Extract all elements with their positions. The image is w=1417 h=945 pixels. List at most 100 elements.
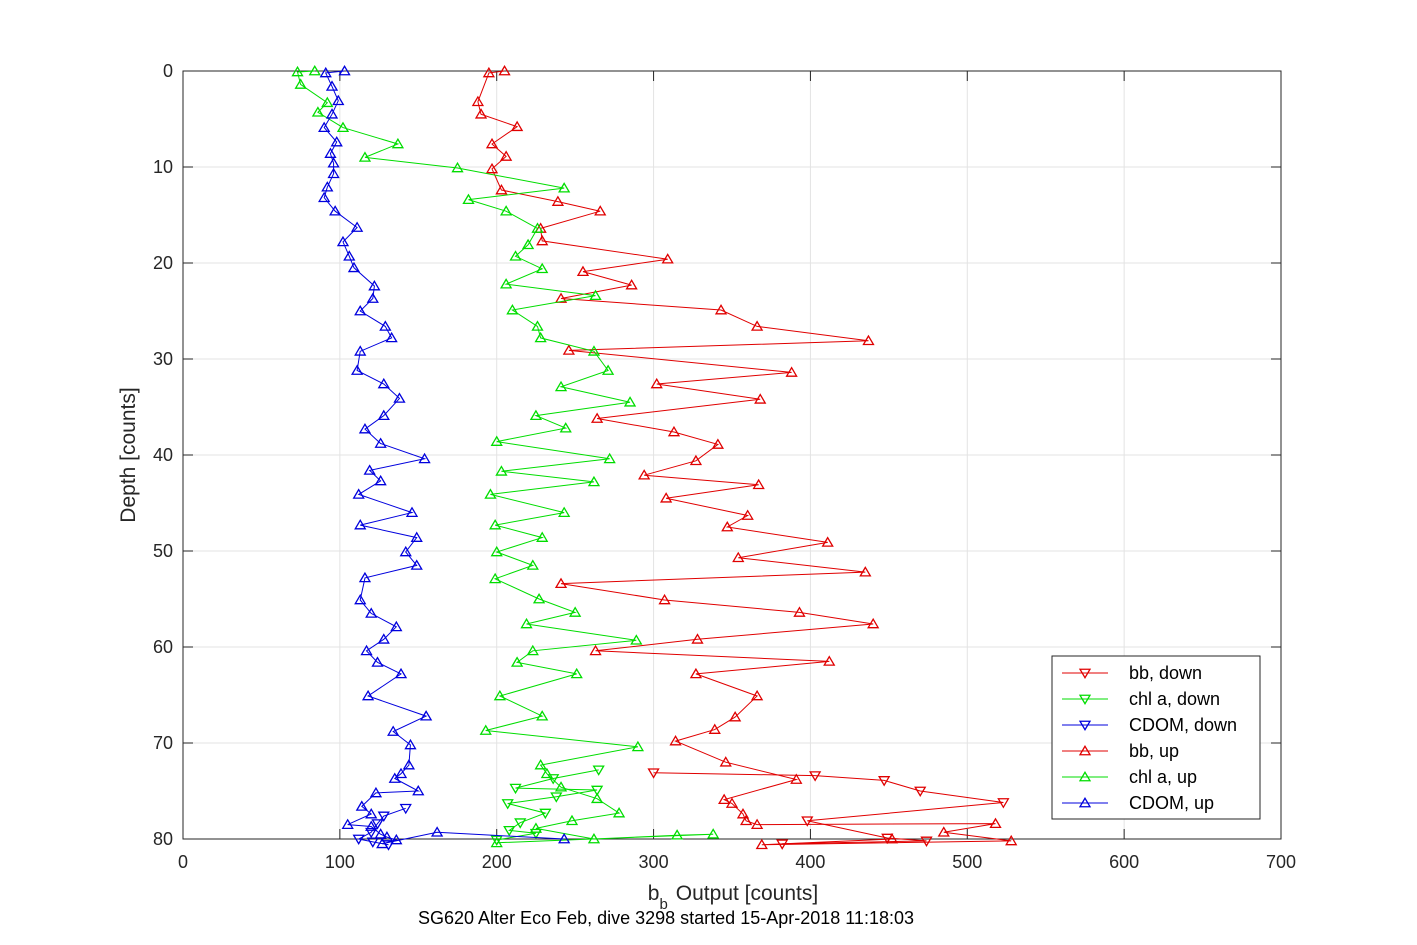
- data-point-cdom-up: [374, 437, 387, 448]
- data-point-cdom-up: [327, 157, 340, 168]
- data-point-cdom-up: [368, 280, 381, 291]
- data-point-bb-up: [862, 334, 875, 346]
- data-point-chl-a-up: [321, 96, 334, 108]
- data-point-cdom-down: [377, 811, 390, 822]
- data-point-chl-a-up: [631, 740, 645, 752]
- data-point-cdom-up: [399, 545, 412, 557]
- legend-label: CDOM, up: [1129, 793, 1214, 813]
- data-point-chl-a-up: [391, 137, 405, 149]
- data-point-bb-up: [536, 234, 549, 246]
- legend-swatch-marker: [1078, 744, 1092, 756]
- data-point-bb-up: [750, 689, 764, 701]
- data-point-chl-a-down: [590, 785, 604, 797]
- data-point-chl-a-down: [503, 825, 516, 837]
- data-point-chl-a-up: [521, 238, 535, 250]
- data-point-cdom-up: [352, 488, 365, 499]
- data-point-chl-a-up: [484, 488, 497, 499]
- data-point-bb-up: [754, 393, 767, 404]
- data-point-chl-a-up: [506, 304, 519, 315]
- data-point-chl-a-up: [510, 656, 524, 667]
- data-point-cdom-up: [402, 759, 416, 770]
- legend-swatch-marker: [1078, 668, 1092, 680]
- data-point-cdom-up: [376, 837, 389, 849]
- data-point-bb-up: [821, 536, 834, 547]
- data-point-chl-a-up: [308, 64, 321, 76]
- data-point-bb-up: [594, 205, 607, 216]
- data-point-bb-up: [590, 412, 604, 423]
- data-point-cdom-up: [336, 235, 350, 247]
- data-point-cdom-up: [388, 772, 401, 783]
- data-point-cdom-up: [354, 593, 367, 605]
- data-point-bb-up: [658, 593, 671, 605]
- x-tick-label: 400: [795, 852, 825, 872]
- data-point-chl-a-up: [554, 380, 568, 392]
- data-point-chl-a-up: [358, 151, 372, 162]
- data-point-cdom-up: [318, 191, 331, 203]
- data-point-chl-a-up: [603, 452, 616, 464]
- data-point-bb-up: [785, 366, 798, 377]
- data-point-cdom-up: [394, 767, 408, 779]
- data-point-bb-up: [661, 253, 674, 264]
- x-tick-label: 500: [952, 852, 982, 872]
- data-point-chl-a-up: [509, 250, 522, 261]
- data-point-chl-a-down: [514, 818, 527, 829]
- y-axis-label: Depth [counts]: [117, 387, 140, 522]
- data-point-chl-a-up: [534, 331, 547, 343]
- legend-label: CDOM, down: [1129, 715, 1237, 735]
- data-point-chl-a-up: [532, 592, 546, 604]
- x-axis-label-main: b: [648, 882, 660, 905]
- data-point-chl-a-up: [493, 689, 506, 701]
- data-point-bb-up: [510, 120, 524, 132]
- data-point-bb-up: [669, 735, 682, 746]
- data-point-bb-up: [721, 520, 734, 532]
- data-point-cdom-down: [371, 819, 384, 830]
- data-point-chl-a-up: [529, 409, 543, 421]
- data-point-bb-down: [920, 836, 933, 847]
- data-point-chl-a-up: [529, 822, 543, 833]
- data-point-bb-up: [790, 773, 803, 784]
- x-tick-label: 700: [1266, 852, 1296, 872]
- data-point-bb-up: [1005, 834, 1018, 846]
- data-point-chl-a-up: [531, 320, 544, 331]
- data-point-cdom-up: [410, 531, 423, 542]
- data-point-bb-up: [485, 162, 499, 174]
- data-point-bb-up: [689, 454, 703, 466]
- data-point-cdom-up: [374, 828, 387, 839]
- series-line-chl-a-down: [496, 769, 599, 841]
- series-bb-down: [647, 768, 1010, 850]
- data-point-chl-a-up: [520, 617, 533, 629]
- data-point-cdom-up: [332, 94, 345, 106]
- data-point-cdom-up: [318, 121, 331, 133]
- legend-box: [1051, 655, 1261, 820]
- data-point-cdom-up: [418, 452, 431, 464]
- series-cdom-up: [318, 64, 571, 849]
- data-point-bb-up: [691, 633, 704, 644]
- data-point-chl-a-up: [291, 65, 304, 77]
- data-point-bb-up: [793, 606, 806, 617]
- data-point-bb-up: [736, 808, 750, 819]
- data-point-cdom-up: [350, 221, 364, 232]
- data-point-cdom-up: [390, 833, 403, 845]
- data-point-bb-up: [755, 838, 768, 850]
- data-point-bb-up: [937, 826, 950, 837]
- series-chl-a-up: [291, 64, 720, 848]
- data-point-chl-a-up: [462, 193, 475, 205]
- x-tick-label: 200: [482, 852, 512, 872]
- data-point-chl-a-up: [294, 78, 307, 89]
- data-point-bb-up: [859, 566, 872, 577]
- data-point-bb-up: [589, 644, 602, 656]
- data-point-chl-a-up: [536, 262, 549, 274]
- data-point-cdom-up: [394, 667, 408, 679]
- data-point-chl-a-up: [479, 724, 492, 735]
- data-point-bb-up: [718, 793, 731, 805]
- data-point-cdom-down: [352, 834, 365, 846]
- data-point-chl-a-up: [489, 519, 502, 530]
- data-point-cdom-up: [319, 66, 332, 78]
- data-point-chl-a-up: [554, 781, 568, 792]
- legend-item-chl-a-up: chl a, up: [1062, 767, 1197, 787]
- data-point-cdom-up: [558, 832, 571, 844]
- x-tick-label: 0: [178, 852, 188, 872]
- data-point-bb-down: [914, 786, 927, 798]
- data-point-cdom-up: [343, 250, 356, 261]
- y-tick-label: 20: [153, 253, 173, 273]
